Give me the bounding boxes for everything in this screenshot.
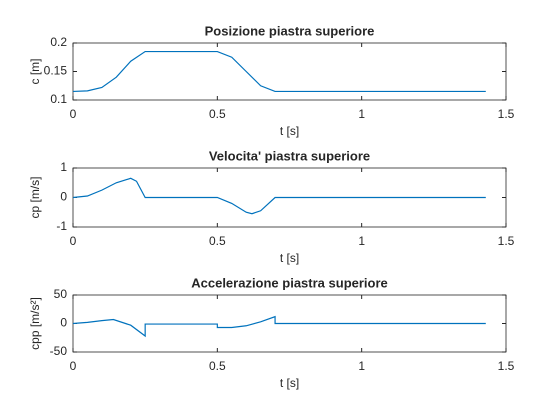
y-axis-label: cp [m/s] [28,176,42,218]
x-axis-label: t [s] [280,251,299,265]
y-tick-label: 0 [60,190,67,204]
x-tick-label: 0.5 [209,107,226,121]
chart-title: Accelerazione piastra superiore [191,275,388,290]
x-tick-label: 0 [70,234,77,248]
x-tick-label: 0.5 [209,234,226,248]
y-tick-label: -50 [50,344,68,358]
y-tick-label: 1 [60,160,67,174]
y-axis-label: c [m] [28,59,42,85]
y-tick-label: 0.1 [50,92,67,106]
y-tick-label: -1 [56,219,67,233]
x-axis-label: t [s] [280,124,299,138]
x-tick-label: 1.5 [498,107,515,121]
y-tick-label: 0 [60,316,67,330]
x-tick-label: 1.5 [498,234,515,248]
x-tick-label: 0 [70,107,77,121]
x-tick-label: 1 [358,234,365,248]
x-tick-label: 0 [70,359,77,373]
y-tick-label: 50 [54,287,68,301]
x-tick-label: 1 [358,107,365,121]
data-line [72,315,486,338]
data-line [72,177,486,215]
y-tick-label: 0.15 [44,64,68,78]
y-tick-label: 0.2 [50,35,67,49]
chart-title: Velocita' piastra superiore [209,148,370,163]
data-line [72,50,486,93]
x-tick-label: 1.5 [498,359,515,373]
y-axis-label: cpp [m/s²] [28,297,42,350]
x-tick-label: 1 [358,359,365,373]
x-axis-label: t [s] [280,376,299,390]
x-tick-label: 0.5 [209,359,226,373]
axes-box [72,42,507,101]
chart-title: Posizione piastra superiore [205,23,375,38]
